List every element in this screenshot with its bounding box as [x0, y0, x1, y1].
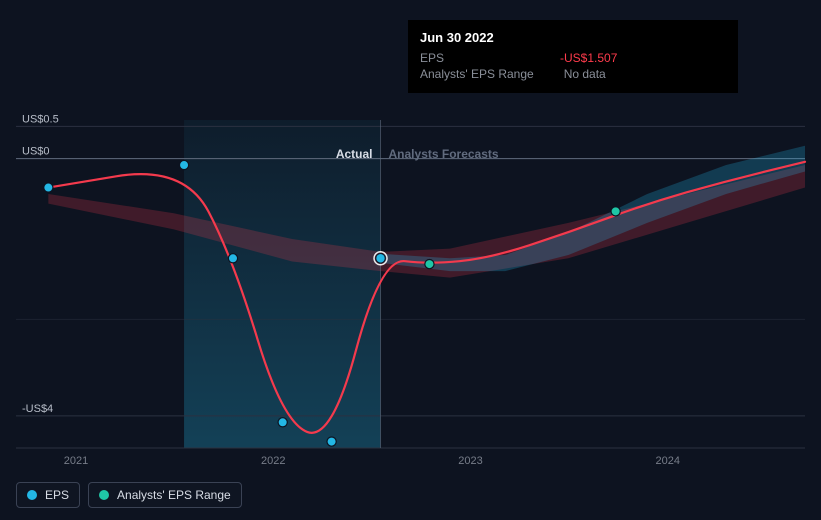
legend-dot-icon	[99, 490, 109, 500]
legend-item-label: EPS	[45, 488, 69, 502]
tooltip-row-value: No data	[564, 67, 606, 81]
eps-chart: { "chart": { "type": "line", "width": 82…	[0, 0, 821, 520]
svg-text:-US$4: -US$4	[22, 403, 53, 415]
svg-text:Actual: Actual	[336, 147, 373, 161]
svg-text:2023: 2023	[458, 455, 482, 467]
tooltip-date: Jun 30 2022	[420, 30, 726, 45]
hover-tooltip: Jun 30 2022 EPS -US$1.507 Analysts' EPS …	[408, 20, 738, 93]
tooltip-row-label: Analysts' EPS Range	[420, 67, 534, 81]
tooltip-row-value: -US$1.507	[560, 51, 617, 65]
svg-text:2021: 2021	[64, 455, 88, 467]
svg-text:US$0.5: US$0.5	[22, 113, 59, 125]
svg-text:2022: 2022	[261, 455, 285, 467]
legend-dot-icon	[27, 490, 37, 500]
legend-item-range[interactable]: Analysts' EPS Range	[88, 482, 242, 508]
legend-item-eps[interactable]: EPS	[16, 482, 80, 508]
chart-legend: EPS Analysts' EPS Range	[16, 482, 242, 508]
svg-text:Analysts Forecasts: Analysts Forecasts	[389, 147, 499, 161]
tooltip-row-label: EPS	[420, 51, 530, 65]
svg-text:US$0: US$0	[22, 146, 50, 158]
svg-text:2024: 2024	[656, 455, 680, 467]
legend-item-label: Analysts' EPS Range	[117, 488, 231, 502]
